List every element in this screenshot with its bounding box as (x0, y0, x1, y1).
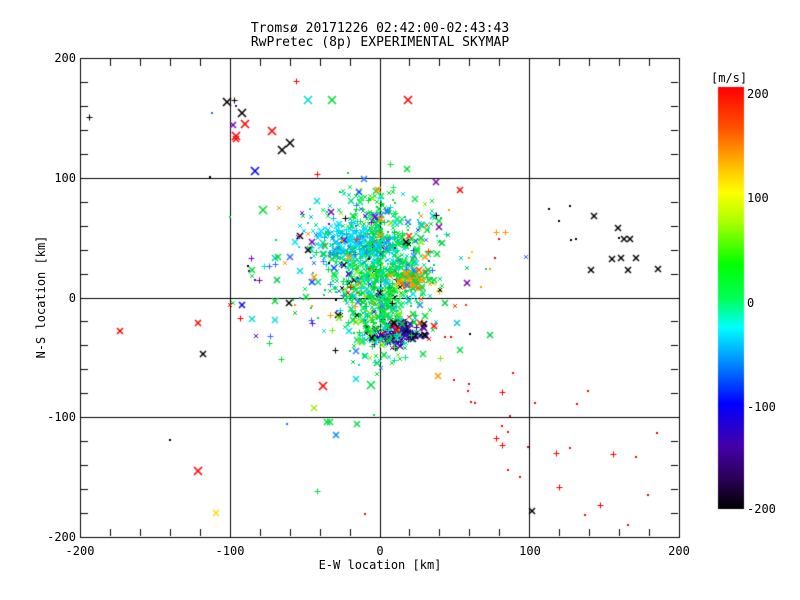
x-tick-label: 0 (376, 544, 384, 558)
y-tick-label: 0 (68, 291, 76, 305)
colorbar-tick-label: 0 (747, 296, 755, 310)
colorbar-tick-label: -200 (747, 502, 776, 516)
x-tick-label: -200 (65, 544, 95, 558)
plot-subtitle: RwPretec (8p) EXPERIMENTAL SKYMAP (250, 35, 510, 50)
x-tick-label: 100 (519, 544, 541, 558)
x-tick-label: 200 (668, 544, 690, 558)
plot-title: Tromsø 20171226 02:42:00-02:43:43 (250, 21, 510, 36)
x-axis-title: E-W location [km] (318, 558, 442, 572)
y-tick-label: -200 (47, 530, 76, 544)
y-tick-label: -100 (47, 410, 76, 424)
colorbar-tick-label: 200 (747, 87, 769, 101)
colorbar-unit-label: [m/s] (711, 71, 748, 85)
x-tick-label: -100 (215, 544, 245, 558)
colorbar-tick-label: 100 (747, 191, 769, 205)
y-tick-label: 100 (54, 171, 76, 185)
colorbar-tick-label: -100 (747, 400, 776, 414)
y-tick-label: 200 (54, 51, 76, 65)
